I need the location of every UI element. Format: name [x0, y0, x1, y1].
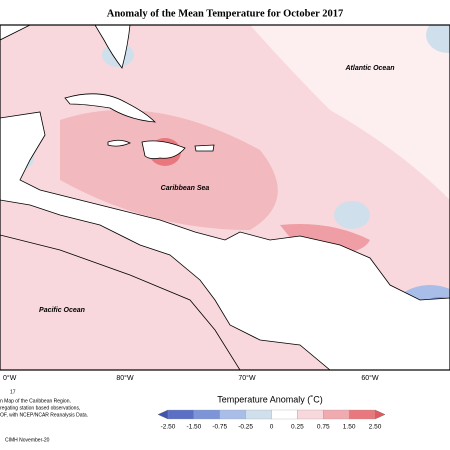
notes: 17 n Map of the Caribbean Region. regati… — [0, 389, 88, 443]
legend-tick-label: -2.50 — [161, 424, 176, 431]
pacific-label: Pacific Ocean — [39, 307, 85, 314]
colorbar-segment — [297, 409, 324, 420]
longitude-label: 60°W — [361, 374, 379, 382]
coast — [0, 25, 31, 41]
legend-tick-label: -1.50 — [186, 424, 201, 431]
legend-tick-label: -0.25 — [238, 424, 253, 431]
colorbar-segment — [323, 409, 350, 420]
colorbar-segment — [348, 409, 376, 420]
colorbar-end — [374, 409, 386, 420]
legend-title: Temperature Anomaly (˚C) — [217, 394, 323, 404]
legend-tick-label: 0.25 — [291, 424, 304, 431]
colorbar-segment — [167, 409, 195, 420]
note: 17 — [10, 389, 16, 395]
caribbean-label: Caribbean Sea — [161, 185, 210, 192]
longitude-label: 70°W — [238, 374, 256, 382]
colorbar: -2.50 -1.50 -0.75 -0.25 0 0.25 0.75 1.50 2.50 — [157, 409, 386, 431]
anomaly-light — [250, 25, 450, 200]
map-frame — [0, 24, 450, 371]
map-area: Atlantic Ocean Caribbean Sea Pacific Oce… — [0, 25, 450, 370]
legend-tick-label: 0 — [270, 424, 274, 431]
colorbar-segment — [271, 409, 298, 420]
anomaly-cool-barbados — [334, 201, 370, 229]
colorbar-segment — [245, 409, 272, 420]
cuba — [64, 93, 157, 123]
note: OF, with NCEP/NCAR Reanalysis Data. — [0, 412, 88, 418]
note: n Map of the Caribbean Region. — [0, 398, 71, 404]
longitude-label: 0°W — [3, 374, 17, 382]
longitude-labels: 0°W 80°W 70°W 60°W — [3, 374, 379, 382]
pacific-sea — [0, 234, 241, 370]
note: regating station based observations, — [0, 405, 80, 411]
colorbar-segment — [219, 409, 246, 420]
jamaica — [107, 139, 131, 147]
puerto-rico — [194, 144, 215, 152]
map-title: Anomaly of the Mean Temperature for Octo… — [107, 8, 344, 19]
legend-tick-label: 2.50 — [369, 424, 382, 431]
note: CIMH November-20 — [5, 437, 50, 443]
florida — [94, 25, 131, 69]
longitude-label: 80°W — [116, 374, 134, 382]
atlantic-label: Atlantic Ocean — [344, 65, 394, 72]
colorbar-segment — [193, 409, 220, 420]
legend-tick-label: -0.75 — [212, 424, 227, 431]
legend-tick-label: 1.50 — [343, 424, 356, 431]
mainland — [0, 111, 450, 370]
colorbar-end — [157, 409, 169, 420]
anomaly-warm — [60, 110, 278, 230]
anomaly-cool-corner — [426, 25, 450, 53]
legend-tick-label: 0.75 — [317, 424, 330, 431]
hispaniola — [141, 140, 186, 160]
